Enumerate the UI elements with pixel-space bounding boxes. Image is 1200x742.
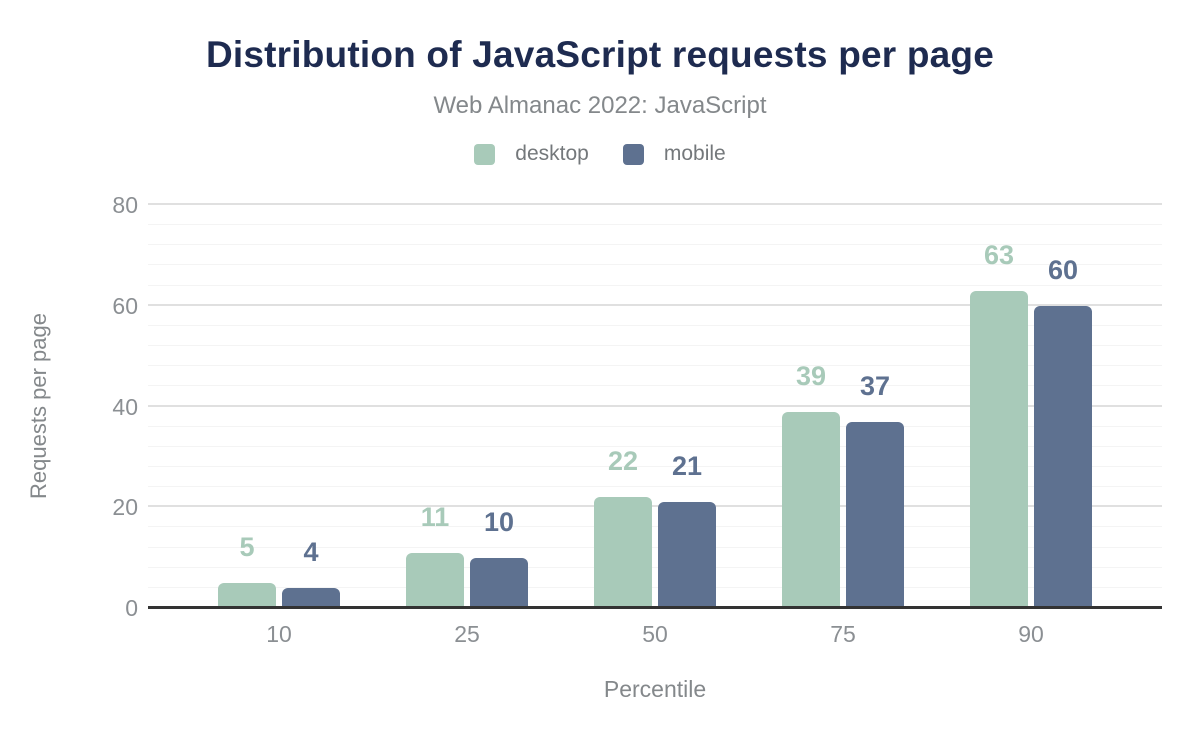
major-gridline (148, 203, 1162, 205)
legend-label-desktop: desktop (515, 142, 589, 165)
minor-gridline (148, 586, 1162, 588)
mobile-value-label-p10: 4 (303, 536, 319, 567)
desktop-bar-p10: 5 (218, 533, 276, 608)
y-tick-label: 80 (112, 192, 138, 218)
y-tick-label: 40 (112, 393, 138, 420)
desktop-value-label-p50: 22 (607, 446, 639, 477)
bar-groups: 5 4 10 11 10 25 22 21 50 39 37 75 63 60 90 (148, 205, 1162, 647)
x-axis-baseline (148, 606, 1162, 609)
minor-gridline (148, 244, 1162, 246)
mobile-bar-p10: 4 (282, 538, 340, 608)
mobile-value-label-p25: 10 (483, 506, 515, 537)
y-tick-label: 60 (112, 292, 138, 319)
mobile-swatch-icon (622, 143, 644, 165)
y-axis-ticks: 0 20 40 60 80 (0, 193, 138, 620)
legend-item-desktop: desktop (474, 142, 589, 166)
minor-gridline (148, 445, 1162, 447)
desktop-value-label-p75: 39 (795, 360, 827, 391)
minor-gridline (148, 486, 1162, 488)
minor-gridline (148, 385, 1162, 387)
x-axis-title: Percentile (603, 676, 707, 702)
y-tick-label: 0 (125, 595, 138, 621)
minor-gridline (148, 284, 1162, 286)
major-gridline (148, 505, 1162, 508)
desktop-bar-p75: 39 (782, 362, 840, 608)
desktop-value-label-p25: 11 (420, 501, 450, 532)
x-tick-label: 10 (266, 621, 292, 647)
bar-group-p90: 63 60 90 (937, 205, 1125, 647)
bar-group-p10: 5 4 10 (185, 205, 373, 647)
minor-gridline (148, 546, 1162, 548)
x-tick-label: 90 (1018, 621, 1044, 647)
minor-gridline (148, 425, 1162, 427)
mobile-value-label-p90: 60 (1047, 254, 1079, 285)
minor-gridline (148, 365, 1162, 367)
minor-gridline (148, 566, 1162, 568)
legend: desktop mobile (0, 142, 1200, 166)
desktop-bar-p25: 11 (406, 503, 464, 608)
minor-gridline (148, 324, 1162, 326)
minor-gridline (148, 345, 1162, 347)
desktop-value-label-p90: 63 (983, 239, 1015, 270)
bar-group-p50: 22 21 50 (561, 205, 749, 647)
desktop-bar-p50: 22 (594, 448, 652, 608)
mobile-bar-p50: 21 (658, 453, 716, 608)
plot-area: 5 4 10 11 10 25 22 21 50 39 37 75 63 60 90 (148, 203, 1162, 647)
mobile-bar-p90: 60 (1034, 256, 1092, 608)
bar-group-p75: 39 37 75 (749, 205, 937, 647)
y-tick-label: 20 (112, 494, 138, 521)
legend-item-mobile: mobile (622, 142, 726, 166)
minor-gridline (148, 264, 1162, 266)
mobile-bar-p75: 37 (846, 372, 904, 608)
major-gridline (148, 404, 1162, 407)
desktop-bar-p90: 63 (970, 241, 1028, 608)
mobile-value-label-p75: 37 (859, 370, 891, 401)
minor-gridline (148, 526, 1162, 528)
chart-title: Distribution of JavaScript requests per … (205, 34, 995, 75)
x-tick-label: 50 (642, 621, 668, 647)
chart-subtitle: Web Almanac 2022: JavaScript (433, 92, 767, 119)
desktop-value-label-p10: 5 (239, 531, 255, 562)
minor-gridline (148, 224, 1162, 226)
mobile-value-label-p50: 21 (671, 451, 703, 482)
minor-gridline (148, 465, 1162, 467)
bar-group-p25: 11 10 25 (373, 205, 561, 647)
x-tick-label: 25 (454, 621, 480, 647)
x-tick-label: 75 (830, 621, 856, 647)
desktop-swatch-icon (474, 143, 496, 165)
major-gridline (148, 303, 1162, 306)
legend-label-mobile: mobile (663, 142, 726, 165)
mobile-bar-p25: 10 (470, 508, 528, 608)
